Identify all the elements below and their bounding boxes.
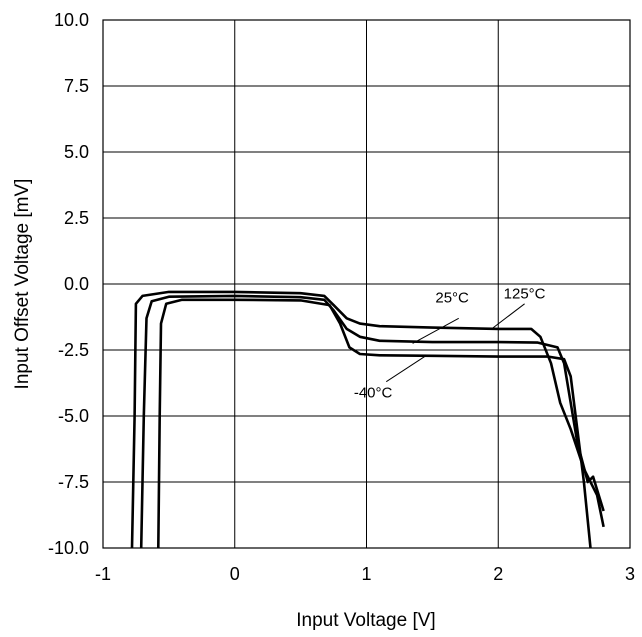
y-tick-label: -7.5 [58,472,89,492]
annotation-label: 25°C [435,289,469,306]
y-axis-title: Input Offset Voltage [mV] [12,179,33,390]
y-tick-label: -5.0 [58,406,89,426]
gridlines [102,19,631,549]
series-line [139,294,605,549]
plot-area-frame [102,19,631,549]
y-tick-labels: 10.0 7.5 5.0 2.5 0.0 -2.5 -5.0 -7.5 -10.0 [48,10,89,558]
x-tick-label: -1 [95,564,111,584]
y-tick-label: 5.0 [64,142,89,162]
x-tick-label: 1 [361,564,371,584]
x-tick-label: 0 [230,564,240,584]
annotation-leader [385,355,427,383]
annotation-leaders [385,303,525,383]
y-tick-label: -10.0 [48,538,89,558]
x-tick-labels: -1 0 1 2 3 [95,564,635,584]
y-tick-label: 7.5 [64,76,89,96]
y-tick-label: 10.0 [54,10,89,30]
x-tick-label: 2 [493,564,503,584]
y-tick-label: -2.5 [58,340,89,360]
series-line [157,298,592,549]
annotation-leader [491,303,525,330]
x-tick-label: 3 [625,564,635,584]
annotation-label: 125°C [504,286,546,303]
y-tick-label: 0.0 [64,274,89,294]
series-group [130,290,605,549]
series-line [130,290,605,549]
annotation-leader [412,317,459,344]
annotation-label: -40°C [354,385,393,402]
x-axis-title: Input Voltage [V] [296,610,435,631]
y-tick-label: 2.5 [64,208,89,228]
annotation-labels: 25°C 125°C -40°C [354,286,546,402]
